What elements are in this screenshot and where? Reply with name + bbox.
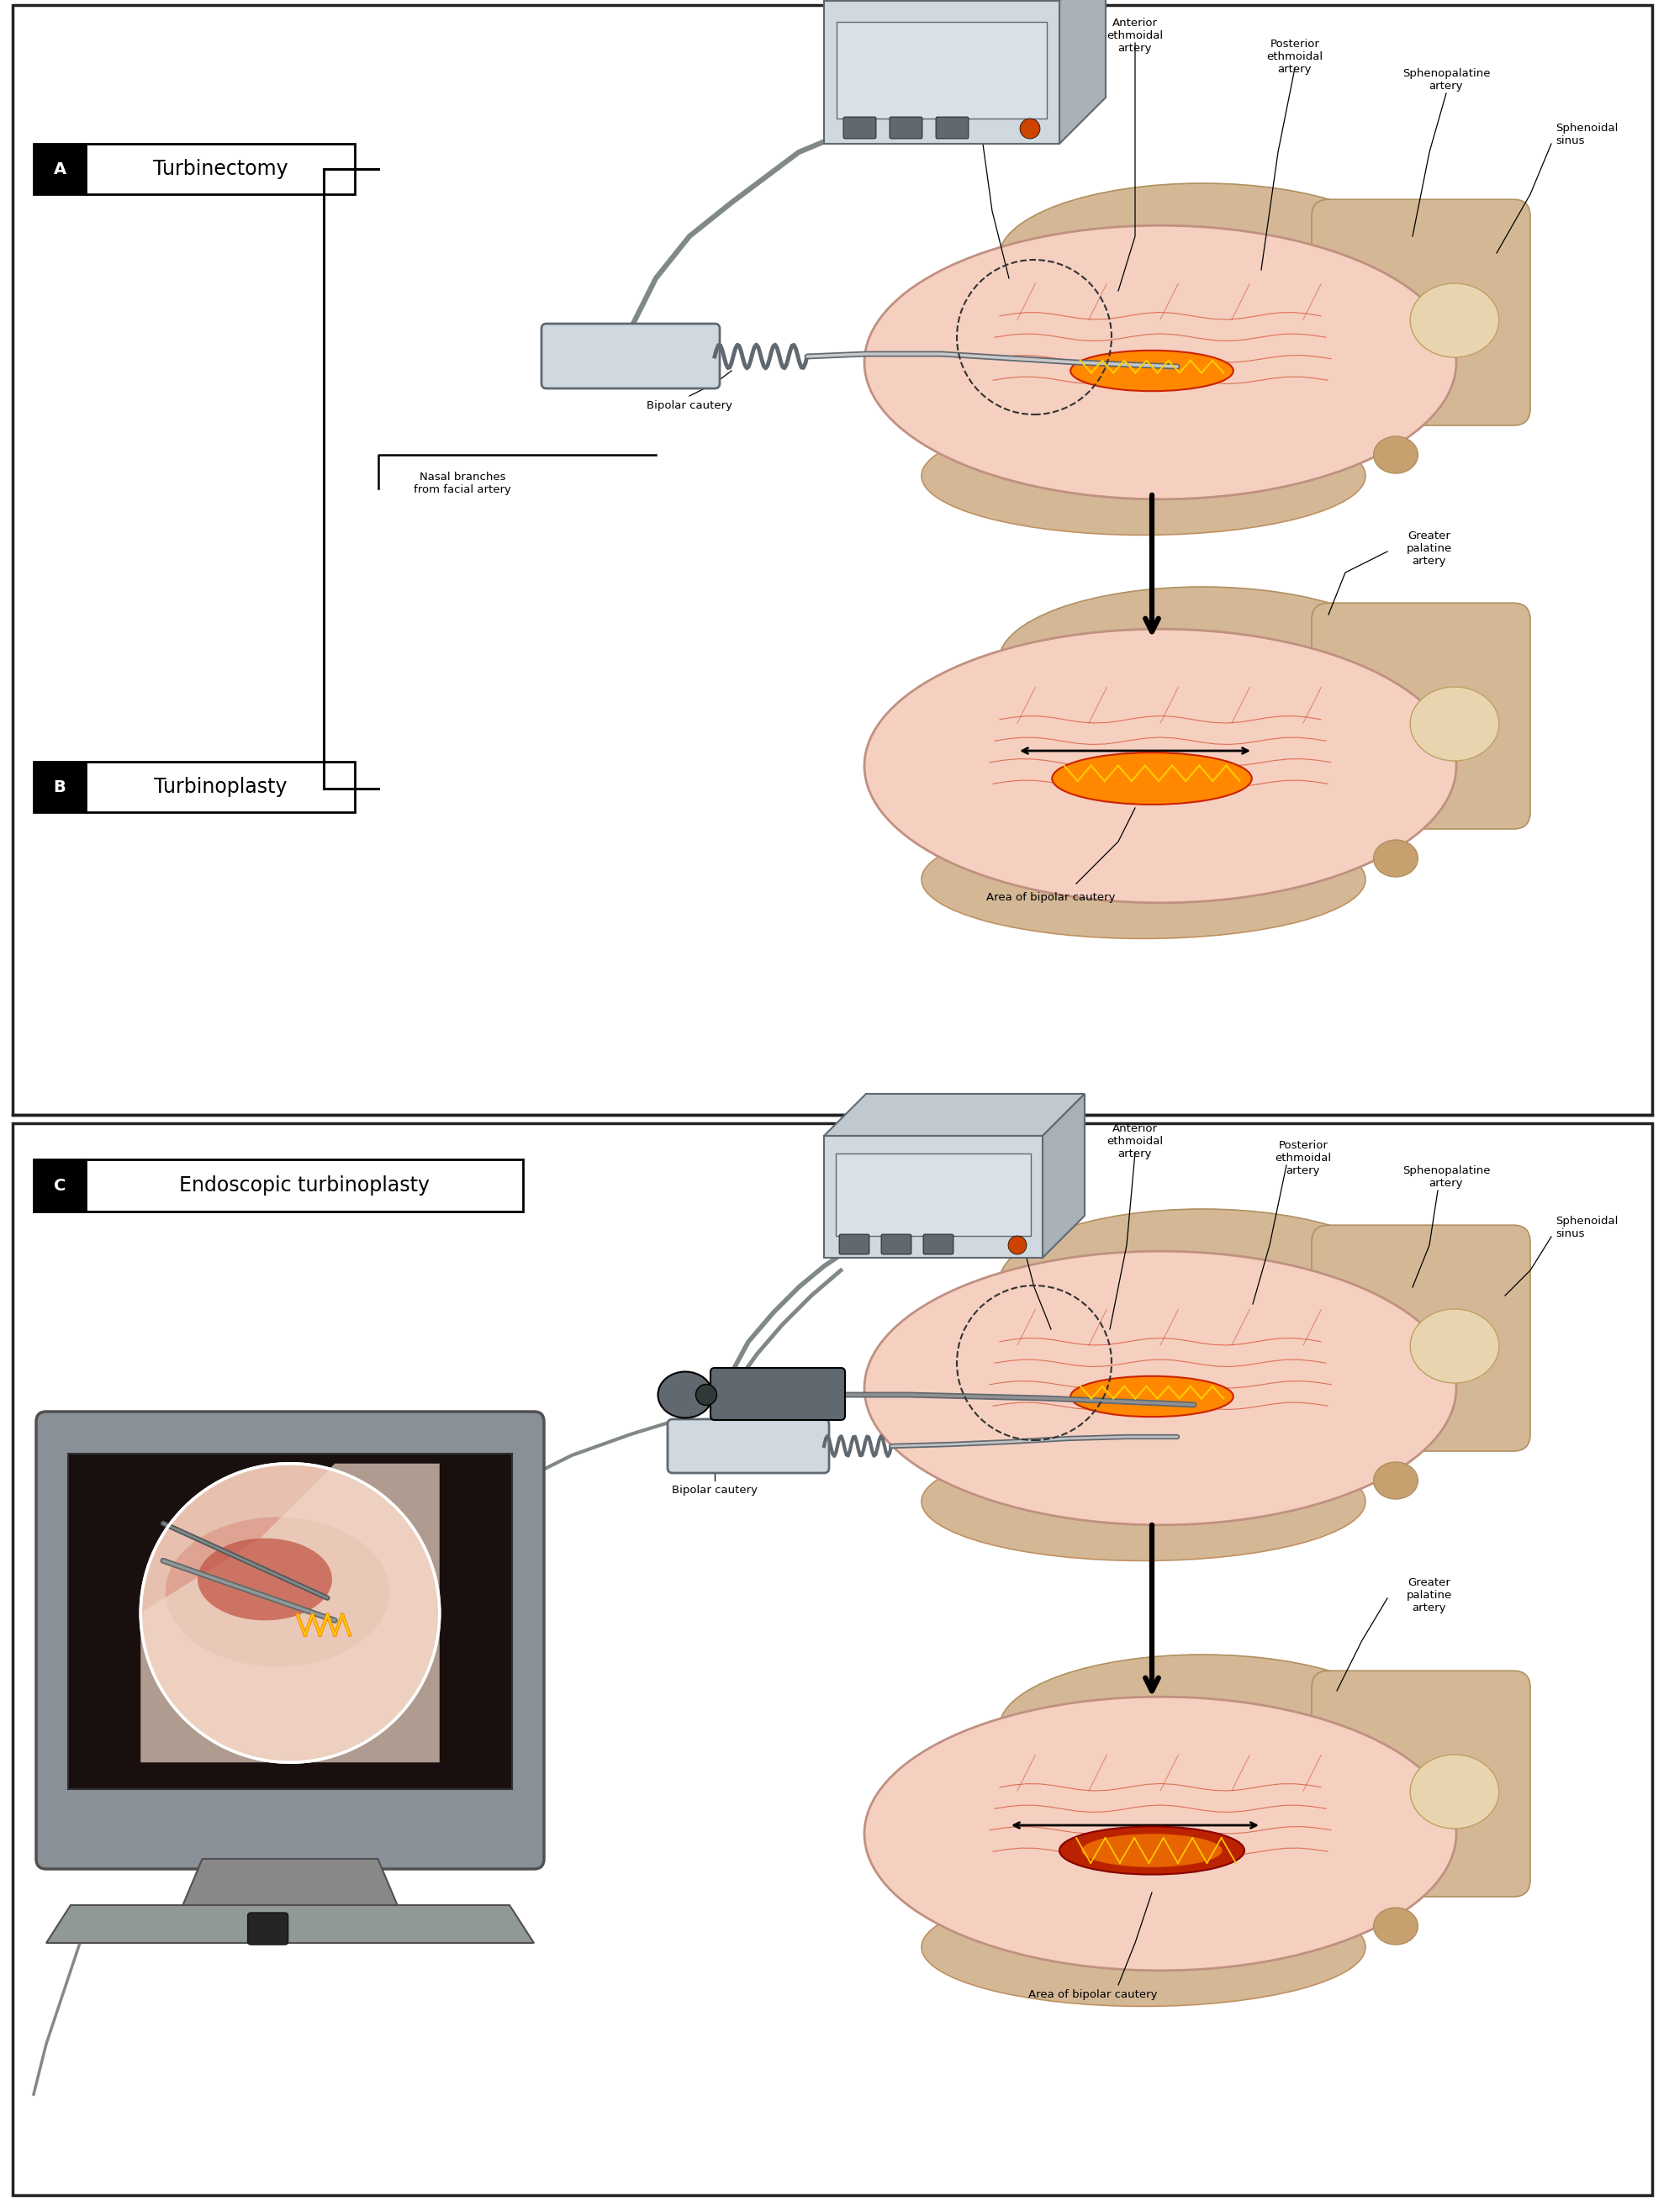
Ellipse shape xyxy=(921,1889,1365,2006)
Ellipse shape xyxy=(1051,752,1252,805)
FancyBboxPatch shape xyxy=(843,117,876,139)
Ellipse shape xyxy=(1374,436,1419,473)
FancyBboxPatch shape xyxy=(33,1159,85,1212)
Text: Endoscopic
bipolar cautery: Endoscopic bipolar cautery xyxy=(67,1548,152,1571)
Polygon shape xyxy=(1060,0,1105,144)
Text: Electrosurgical units: Electrosurgical units xyxy=(860,1115,973,1126)
Ellipse shape xyxy=(165,1517,389,1666)
Polygon shape xyxy=(47,1905,534,1942)
FancyBboxPatch shape xyxy=(836,22,1046,119)
FancyBboxPatch shape xyxy=(85,761,355,812)
Ellipse shape xyxy=(1410,1754,1499,1829)
Ellipse shape xyxy=(865,1252,1457,1524)
FancyBboxPatch shape xyxy=(247,1913,289,1944)
Ellipse shape xyxy=(658,1371,713,1418)
Text: Area of bipolar cautery: Area of bipolar cautery xyxy=(986,891,1115,902)
Text: C: C xyxy=(53,1177,65,1194)
Circle shape xyxy=(1020,119,1040,139)
Ellipse shape xyxy=(696,1385,716,1405)
Text: Greater
palatine
artery: Greater palatine artery xyxy=(1407,1577,1452,1613)
FancyBboxPatch shape xyxy=(37,1411,544,1869)
Ellipse shape xyxy=(865,1697,1457,1971)
FancyBboxPatch shape xyxy=(13,1124,1652,2194)
FancyBboxPatch shape xyxy=(85,144,355,195)
Ellipse shape xyxy=(998,1210,1405,1356)
Ellipse shape xyxy=(1374,841,1419,876)
Ellipse shape xyxy=(1070,1376,1233,1418)
Text: Turbinoplasty: Turbinoplasty xyxy=(154,776,287,796)
FancyBboxPatch shape xyxy=(668,1420,829,1473)
Text: Nasal branches
from facial artery: Nasal branches from facial artery xyxy=(414,471,511,495)
Text: Endoscope: Endoscope xyxy=(768,1431,829,1440)
Text: Sphenoidal
sinus: Sphenoidal sinus xyxy=(1556,122,1617,146)
Text: Anterior
ethmoidal
artery: Anterior ethmoidal artery xyxy=(1107,18,1163,53)
FancyBboxPatch shape xyxy=(1312,199,1530,425)
Circle shape xyxy=(1008,1237,1026,1254)
Text: Area of bipolar cautery: Area of bipolar cautery xyxy=(1028,1989,1158,2000)
Polygon shape xyxy=(824,1093,1085,1135)
FancyBboxPatch shape xyxy=(923,1234,953,1254)
Text: Posterior
ethmoidal
artery: Posterior ethmoidal artery xyxy=(1267,38,1324,75)
FancyBboxPatch shape xyxy=(68,1453,512,1790)
FancyBboxPatch shape xyxy=(840,1234,870,1254)
Text: Anterior
ethmoidal
artery: Anterior ethmoidal artery xyxy=(1107,1124,1163,1159)
FancyBboxPatch shape xyxy=(1312,1225,1530,1451)
FancyBboxPatch shape xyxy=(711,1367,845,1420)
Ellipse shape xyxy=(1410,1310,1499,1382)
Text: Sphenopalatine
artery: Sphenopalatine artery xyxy=(1402,69,1490,91)
Ellipse shape xyxy=(197,1537,332,1621)
FancyBboxPatch shape xyxy=(13,4,1652,1115)
Ellipse shape xyxy=(865,628,1457,902)
Circle shape xyxy=(140,1464,439,1763)
Text: Electrosurgical units: Electrosurgical units xyxy=(860,11,973,22)
Ellipse shape xyxy=(865,226,1457,500)
FancyBboxPatch shape xyxy=(824,0,1060,144)
Ellipse shape xyxy=(998,184,1405,332)
Ellipse shape xyxy=(1374,1462,1419,1500)
Ellipse shape xyxy=(998,586,1405,734)
Ellipse shape xyxy=(921,1442,1365,1562)
FancyBboxPatch shape xyxy=(1312,1670,1530,1896)
FancyBboxPatch shape xyxy=(1312,604,1530,830)
Ellipse shape xyxy=(921,821,1365,938)
Text: A: A xyxy=(53,161,67,177)
Ellipse shape xyxy=(921,416,1365,535)
FancyBboxPatch shape xyxy=(33,761,85,812)
Ellipse shape xyxy=(998,1655,1405,1803)
Text: Turbinectomy: Turbinectomy xyxy=(154,159,287,179)
Polygon shape xyxy=(184,1858,397,1905)
Text: Bipolar cautery: Bipolar cautery xyxy=(646,400,733,411)
FancyBboxPatch shape xyxy=(881,1234,911,1254)
Text: Posterior
ethmoidal
artery: Posterior ethmoidal artery xyxy=(1275,1139,1332,1177)
Text: Sphenopalatine
artery: Sphenopalatine artery xyxy=(1402,1166,1490,1188)
Ellipse shape xyxy=(1410,283,1499,358)
Polygon shape xyxy=(140,1464,439,1763)
Text: Bipolar cautery: Bipolar cautery xyxy=(673,1484,758,1495)
Text: Kiesselbach's: Kiesselbach's xyxy=(921,1170,996,1181)
Polygon shape xyxy=(1043,1093,1085,1259)
FancyBboxPatch shape xyxy=(33,144,85,195)
FancyBboxPatch shape xyxy=(824,1135,1043,1259)
FancyBboxPatch shape xyxy=(936,117,968,139)
Ellipse shape xyxy=(1374,1907,1419,1944)
FancyBboxPatch shape xyxy=(541,323,719,389)
Ellipse shape xyxy=(1410,688,1499,761)
Text: B: B xyxy=(53,779,65,794)
Ellipse shape xyxy=(1082,1834,1222,1867)
FancyBboxPatch shape xyxy=(85,1159,522,1212)
Ellipse shape xyxy=(1070,349,1233,392)
Text: Kiesselbach's
plexus: Kiesselbach's plexus xyxy=(891,69,966,91)
Ellipse shape xyxy=(1060,1827,1245,1874)
Text: Endoscopic turbinoplasty: Endoscopic turbinoplasty xyxy=(179,1175,429,1194)
FancyBboxPatch shape xyxy=(890,117,923,139)
FancyBboxPatch shape xyxy=(836,1152,1031,1237)
Text: Greater
palatine
artery: Greater palatine artery xyxy=(1407,531,1452,566)
Text: Sphenoidal
sinus: Sphenoidal sinus xyxy=(1556,1217,1617,1239)
Text: Screen and light
source: Screen and light source xyxy=(232,1909,324,1933)
